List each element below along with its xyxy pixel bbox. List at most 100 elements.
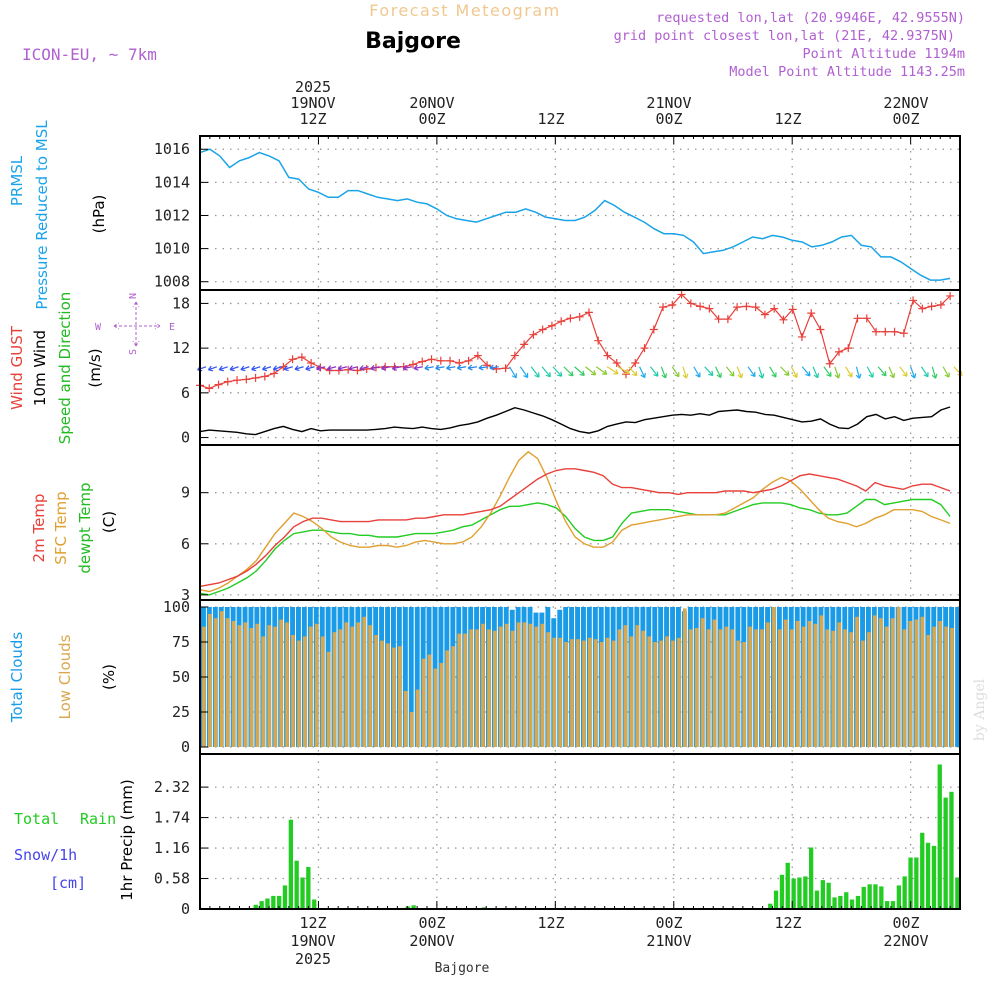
low-cloud-bar <box>665 636 669 747</box>
low-cloud-bar <box>279 619 283 747</box>
precip-bar <box>768 903 773 909</box>
low-cloud-bar <box>528 623 533 747</box>
low-cloud-bar <box>558 637 562 747</box>
data-layer <box>196 148 963 910</box>
precip-unit: 1hr Precip (mm) <box>118 779 136 900</box>
low-cloud-bar <box>659 640 663 747</box>
gust-marker <box>807 309 816 318</box>
low-cloud-bar <box>647 636 651 747</box>
precip-bar <box>411 905 416 909</box>
precip-bar <box>259 901 264 909</box>
gust-marker <box>538 325 547 334</box>
low-cloud-bar <box>267 625 271 747</box>
gust-marker <box>251 373 260 382</box>
low-cloud-bar <box>498 626 503 747</box>
gust-marker <box>575 312 584 321</box>
bottom-axis-label: 21NOV <box>646 932 691 950</box>
low-cloud-bar <box>386 643 390 747</box>
low-clouds-label: Low Clouds <box>56 634 74 719</box>
low-cloud-bar <box>813 623 818 747</box>
precip-bar <box>838 895 843 909</box>
precip-bar <box>814 890 820 909</box>
top-time-axis: 2025 19NOV 12Z 20NOV 00Z 12Z 21NOV 00Z 1… <box>290 78 928 128</box>
precip-bar <box>294 860 299 909</box>
low-cloud-bar <box>540 623 545 747</box>
low-cloud-bar <box>552 637 556 747</box>
y-tick-label: 100 <box>163 598 190 616</box>
temp2m-label: 2m Temp <box>30 494 48 563</box>
precip-bar <box>937 764 942 909</box>
low-cloud-bar <box>481 623 485 747</box>
low-cloud-bar <box>225 618 230 747</box>
low-cloud-bar <box>861 640 865 747</box>
point-altitude: Point Altitude 1194m <box>802 46 965 62</box>
wind-arrow <box>229 365 239 372</box>
gust-marker <box>659 303 668 312</box>
wind-arrow <box>251 365 261 372</box>
low-cloud-bar <box>825 629 830 747</box>
compass-n: N <box>128 293 139 299</box>
wind-arrow <box>305 365 315 372</box>
wind-arrow <box>456 364 467 371</box>
low-cloud-bar <box>712 619 717 747</box>
gust-marker <box>835 347 843 356</box>
low-cloud-bar <box>718 629 723 747</box>
low-cloud-bar <box>748 626 752 747</box>
low-cloud-bar <box>593 639 598 747</box>
precip-bar <box>902 876 907 909</box>
low-cloud-bar <box>629 636 634 747</box>
low-cloud-bar <box>392 647 396 747</box>
low-cloud-bar <box>950 628 954 747</box>
gust-marker <box>594 336 603 345</box>
low-cloud-bar <box>308 626 313 747</box>
y-tick-label: 1.74 <box>154 809 190 827</box>
wind-arrow <box>489 364 499 371</box>
sfc-temp-line <box>199 450 951 593</box>
gust-marker <box>297 353 306 362</box>
gust-marker <box>418 357 427 366</box>
y-tick-label: 3 <box>181 586 190 604</box>
gust-marker <box>816 325 825 334</box>
gust-marker <box>770 304 779 313</box>
frame-layer <box>199 135 961 910</box>
low-cloud-bar <box>760 629 764 747</box>
low-cloud-bar <box>409 712 414 747</box>
gust-marker <box>742 302 751 311</box>
low-cloud-bar <box>338 629 343 747</box>
gust-marker <box>714 315 723 324</box>
gust-marker <box>288 355 297 364</box>
bottom-axis-label: 19NOV <box>290 932 335 950</box>
wind-arrow <box>240 365 250 372</box>
requested-coords: requested lon,lat (20.9946E, 42.9555N) <box>656 10 965 26</box>
compass-e: E <box>169 322 175 333</box>
wind-arrow <box>370 365 380 371</box>
wind-arrow <box>693 366 701 378</box>
wind-arrow <box>942 366 950 378</box>
low-cloud-bar <box>475 629 479 747</box>
low-cloud-bar <box>291 635 295 747</box>
low-cloud-bar <box>653 642 657 747</box>
precip-bar <box>809 847 814 909</box>
top-axis-label: 19NOV <box>290 94 335 112</box>
precip-bar <box>931 845 937 909</box>
low-cloud-bar <box>843 629 847 747</box>
low-cloud-bar <box>421 658 426 747</box>
wind-arrow <box>704 366 714 377</box>
y-tick-label: 1012 <box>154 206 190 224</box>
model-name: ICON-EU, ~ 7km <box>22 45 157 64</box>
gust-marker <box>260 372 269 381</box>
gust-marker <box>788 305 797 314</box>
low-cloud-bar <box>902 629 907 747</box>
bottom-axis-label: 00Z <box>655 914 682 932</box>
top-axis-label: 20NOV <box>409 94 454 112</box>
low-cloud-bar <box>433 668 438 747</box>
model-altitude: Model Point Altitude 1143.25m <box>729 64 965 80</box>
gust-marker <box>751 303 760 312</box>
low-cloud-bar <box>516 622 521 747</box>
gust-marker <box>760 310 769 319</box>
wind-arrow <box>682 366 689 379</box>
gust-marker <box>825 359 834 368</box>
wind-arrow <box>585 366 597 376</box>
gust-marker <box>844 344 853 353</box>
